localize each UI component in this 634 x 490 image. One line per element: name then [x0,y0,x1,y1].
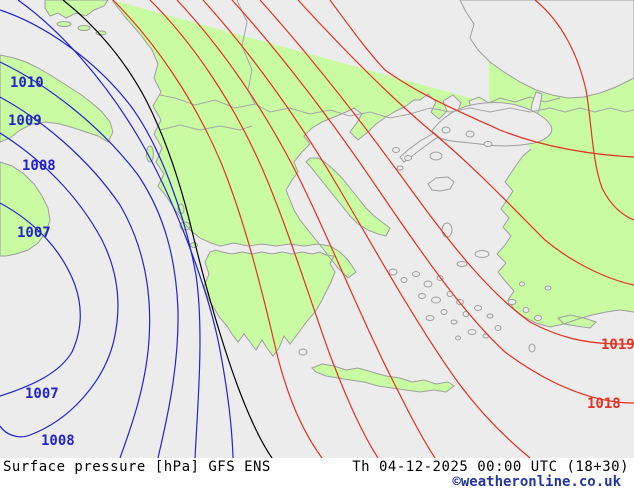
isobar-label-1007: 1007 [17,225,51,241]
isobar-1008 [0,132,119,438]
footer-row: Surface pressure [hPa] GFS ENS Th 04-12-… [0,458,634,475]
island-samothrace [465,130,475,138]
island [486,313,494,319]
island [455,335,461,341]
island [440,309,448,315]
island-outlines-group [298,126,552,356]
island [544,285,552,291]
coastline-west-south [111,0,561,279]
isobar-red-9 [534,0,634,221]
island [412,271,420,277]
pressure-map-canvas: 1010 1009 1008 1007 1007 1008 1019 1018 [0,0,634,458]
island [56,21,72,27]
isobar-black [62,0,273,458]
island [418,293,426,299]
isobar-red-7 [297,0,634,286]
island [450,319,458,325]
coastline-turkey-west [496,148,634,328]
isobar-label-1008: 1008 [22,158,56,174]
isobar-label-1009: 1009 [8,113,42,129]
land-dalmatia-strip [44,0,109,19]
map-timestamp: Th 04-12-2025 00:00 UTC (18+30) [352,459,629,475]
island-kythera [298,348,308,356]
isobar-red-2 [149,0,379,458]
island [423,280,433,288]
isobar-red-1 [112,0,323,458]
isobar-1007 [0,202,81,397]
isobar-label-1018: 1018 [587,396,621,412]
map-title: Surface pressure [hPa] GFS ENS [3,459,271,475]
island [522,307,530,313]
island [431,296,441,304]
pressure-map: 1010 1009 1008 1007 1007 1008 1019 1018 [0,0,634,458]
isobar-1009 [0,96,151,458]
isobar-label-1008b: 1008 [41,433,75,449]
island-karpathos [528,343,536,353]
isobar-1012 [17,0,234,458]
island [534,315,542,321]
island [467,329,477,335]
island-ikaria [456,261,468,267]
black-sea [459,0,634,99]
land-calabria [0,161,51,257]
island [388,268,398,276]
island-corfu [146,145,154,163]
island-lesbos [427,176,455,192]
isobars-low-group [0,0,234,458]
land-rhodes [557,314,597,329]
island-chios [441,222,453,238]
isobar-red-3 [176,0,436,458]
isobar-1019 [259,0,634,345]
isobar-1018 [231,0,634,404]
isobar-1010 [0,61,179,458]
country-border [159,94,634,119]
island [392,147,400,153]
island [400,277,408,283]
footer-bar: Surface pressure [hPa] GFS ENS Th 04-12-… [0,458,634,490]
isobars-high-group [112,0,634,458]
island [494,325,502,331]
dardanelles-strait [399,132,439,163]
isobar-label-1010: 1010 [10,75,44,91]
island-samos [474,250,490,258]
land-euboea [305,157,391,237]
island [519,281,525,287]
island [507,299,517,305]
coastline-group [111,0,634,328]
isobar-red-8 [329,0,634,158]
country-border [159,124,253,131]
island [474,305,482,311]
credit-link[interactable]: ©weatheronline.co.uk [452,474,621,490]
island-imbros [483,141,493,147]
island [404,155,412,161]
isobar-labels-group: 1010 1009 1008 1007 1007 1008 1019 1018 [8,75,634,449]
island-limnos [429,151,443,161]
isobar-label-1019: 1019 [601,337,634,353]
island [425,315,435,321]
island [77,25,91,31]
isobar-red-4 [202,0,531,458]
island-thasos [441,126,451,134]
island [396,165,404,171]
land-crete [311,363,455,393]
isobar-label-1007b: 1007 [25,386,59,402]
